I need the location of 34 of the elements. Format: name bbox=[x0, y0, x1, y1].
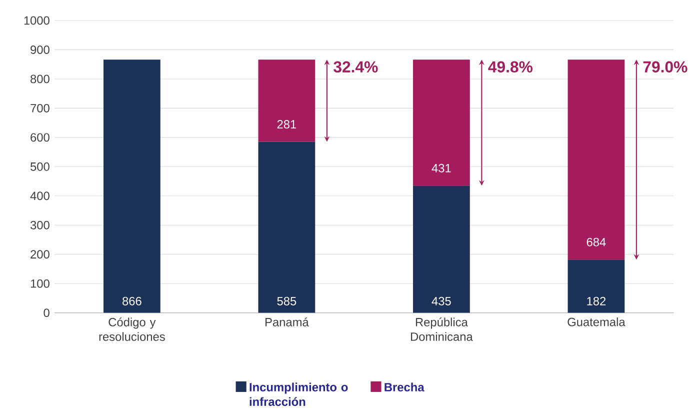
y-tick-label: 900 bbox=[30, 46, 50, 54]
annotation: 79.0% bbox=[643, 61, 688, 73]
bar bbox=[568, 60, 625, 260]
bar bbox=[104, 60, 160, 313]
y-tick-label: 0 bbox=[44, 308, 50, 318]
bar bbox=[413, 186, 470, 313]
data-label: 866 bbox=[122, 297, 142, 306]
annotation: 32.4% bbox=[334, 61, 378, 73]
annotation: 49.8% bbox=[488, 61, 532, 73]
data-label: 585 bbox=[277, 297, 296, 306]
x-tick-label: República Dominicana bbox=[411, 318, 473, 342]
y-tick-label: 300 bbox=[30, 221, 50, 230]
data-label: 431 bbox=[432, 164, 451, 173]
bar bbox=[413, 60, 470, 186]
x-tick-label: Código y resoluciones bbox=[99, 318, 165, 342]
y-tick-label: 1000 bbox=[24, 16, 50, 25]
y-tick-label: 200 bbox=[30, 250, 50, 259]
y-tick-label: 700 bbox=[30, 104, 50, 113]
bar bbox=[568, 260, 625, 313]
bar bbox=[258, 142, 316, 313]
y-tick-label: 600 bbox=[30, 133, 50, 142]
legend-label: Brecha bbox=[384, 382, 424, 392]
legend-label: Incumplimiento o infracción bbox=[250, 382, 348, 406]
bar bbox=[258, 60, 316, 142]
data-label: 281 bbox=[277, 120, 296, 129]
y-tick-label: 500 bbox=[30, 162, 50, 172]
x-tick-label: Guatemala bbox=[568, 318, 626, 326]
data-label: 182 bbox=[587, 297, 606, 306]
y-tick-label: 800 bbox=[30, 74, 50, 84]
x-tick-label: Panamá bbox=[266, 318, 309, 327]
y-tick-label: 400 bbox=[30, 192, 50, 200]
data-label: 684 bbox=[586, 238, 606, 246]
y-tick-label: 100 bbox=[30, 280, 50, 288]
data-label: 435 bbox=[432, 297, 451, 306]
